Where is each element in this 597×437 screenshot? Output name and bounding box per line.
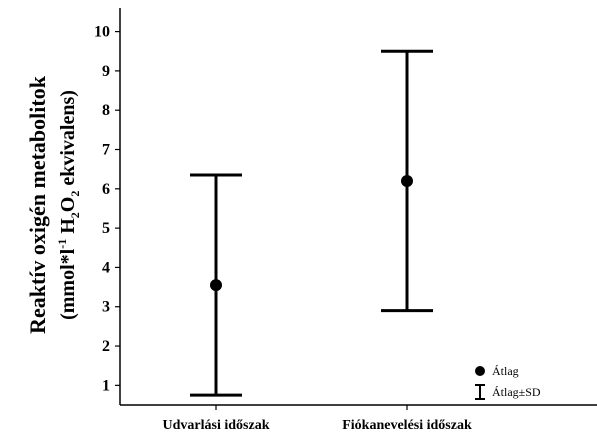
y-axis-title-line2: (mmol*l-1 H2O2 ekvivalens) bbox=[55, 90, 82, 320]
legend: Átlag Átlag±SD bbox=[475, 364, 541, 400]
y-tick-label: 10 bbox=[94, 24, 110, 41]
y-tick-label: 7 bbox=[102, 142, 110, 159]
y-axis-title-line2-sub1: 2 bbox=[68, 212, 82, 218]
x-tick-label: Fiókanevelési időszak bbox=[342, 418, 472, 433]
y-tick-label: 8 bbox=[102, 102, 110, 119]
legend-mean-label: Átlag bbox=[492, 364, 519, 378]
y-tick-label: 2 bbox=[102, 338, 110, 355]
y-axis-title-line1: Reaktív oxigén metabolitok bbox=[25, 75, 50, 334]
y-axis-title-line2-mid2: O bbox=[57, 197, 79, 213]
mean-point bbox=[401, 174, 413, 187]
y-tick-label: 5 bbox=[102, 220, 110, 237]
y-tick-label: 9 bbox=[102, 63, 110, 80]
y-axis-title-line2-open: (mmol*l bbox=[57, 248, 79, 320]
y-tick-label: 4 bbox=[102, 259, 110, 276]
legend-mean-marker bbox=[475, 366, 485, 376]
y-tick-label: 3 bbox=[102, 299, 110, 316]
legend-sd-label: Átlag±SD bbox=[492, 385, 541, 399]
y-axis-title-line2-sup: -1 bbox=[55, 239, 69, 249]
x-tick-label: Udvarlási időszak bbox=[163, 418, 270, 433]
mean-point bbox=[210, 279, 222, 292]
y-axis-title-line2-mid: H bbox=[57, 218, 79, 239]
plot-area: 1 2 3 4 5 6 7 8 9 10 Udvarlási időszak Fiókanevelés… bbox=[94, 8, 597, 433]
y-tick-label: 6 bbox=[102, 181, 110, 198]
y-tick-label: 1 bbox=[102, 377, 110, 394]
y-axis-title-line2-sub2: 2 bbox=[68, 191, 82, 197]
y-axis-title-line2-close: ekvivalens) bbox=[57, 90, 79, 191]
